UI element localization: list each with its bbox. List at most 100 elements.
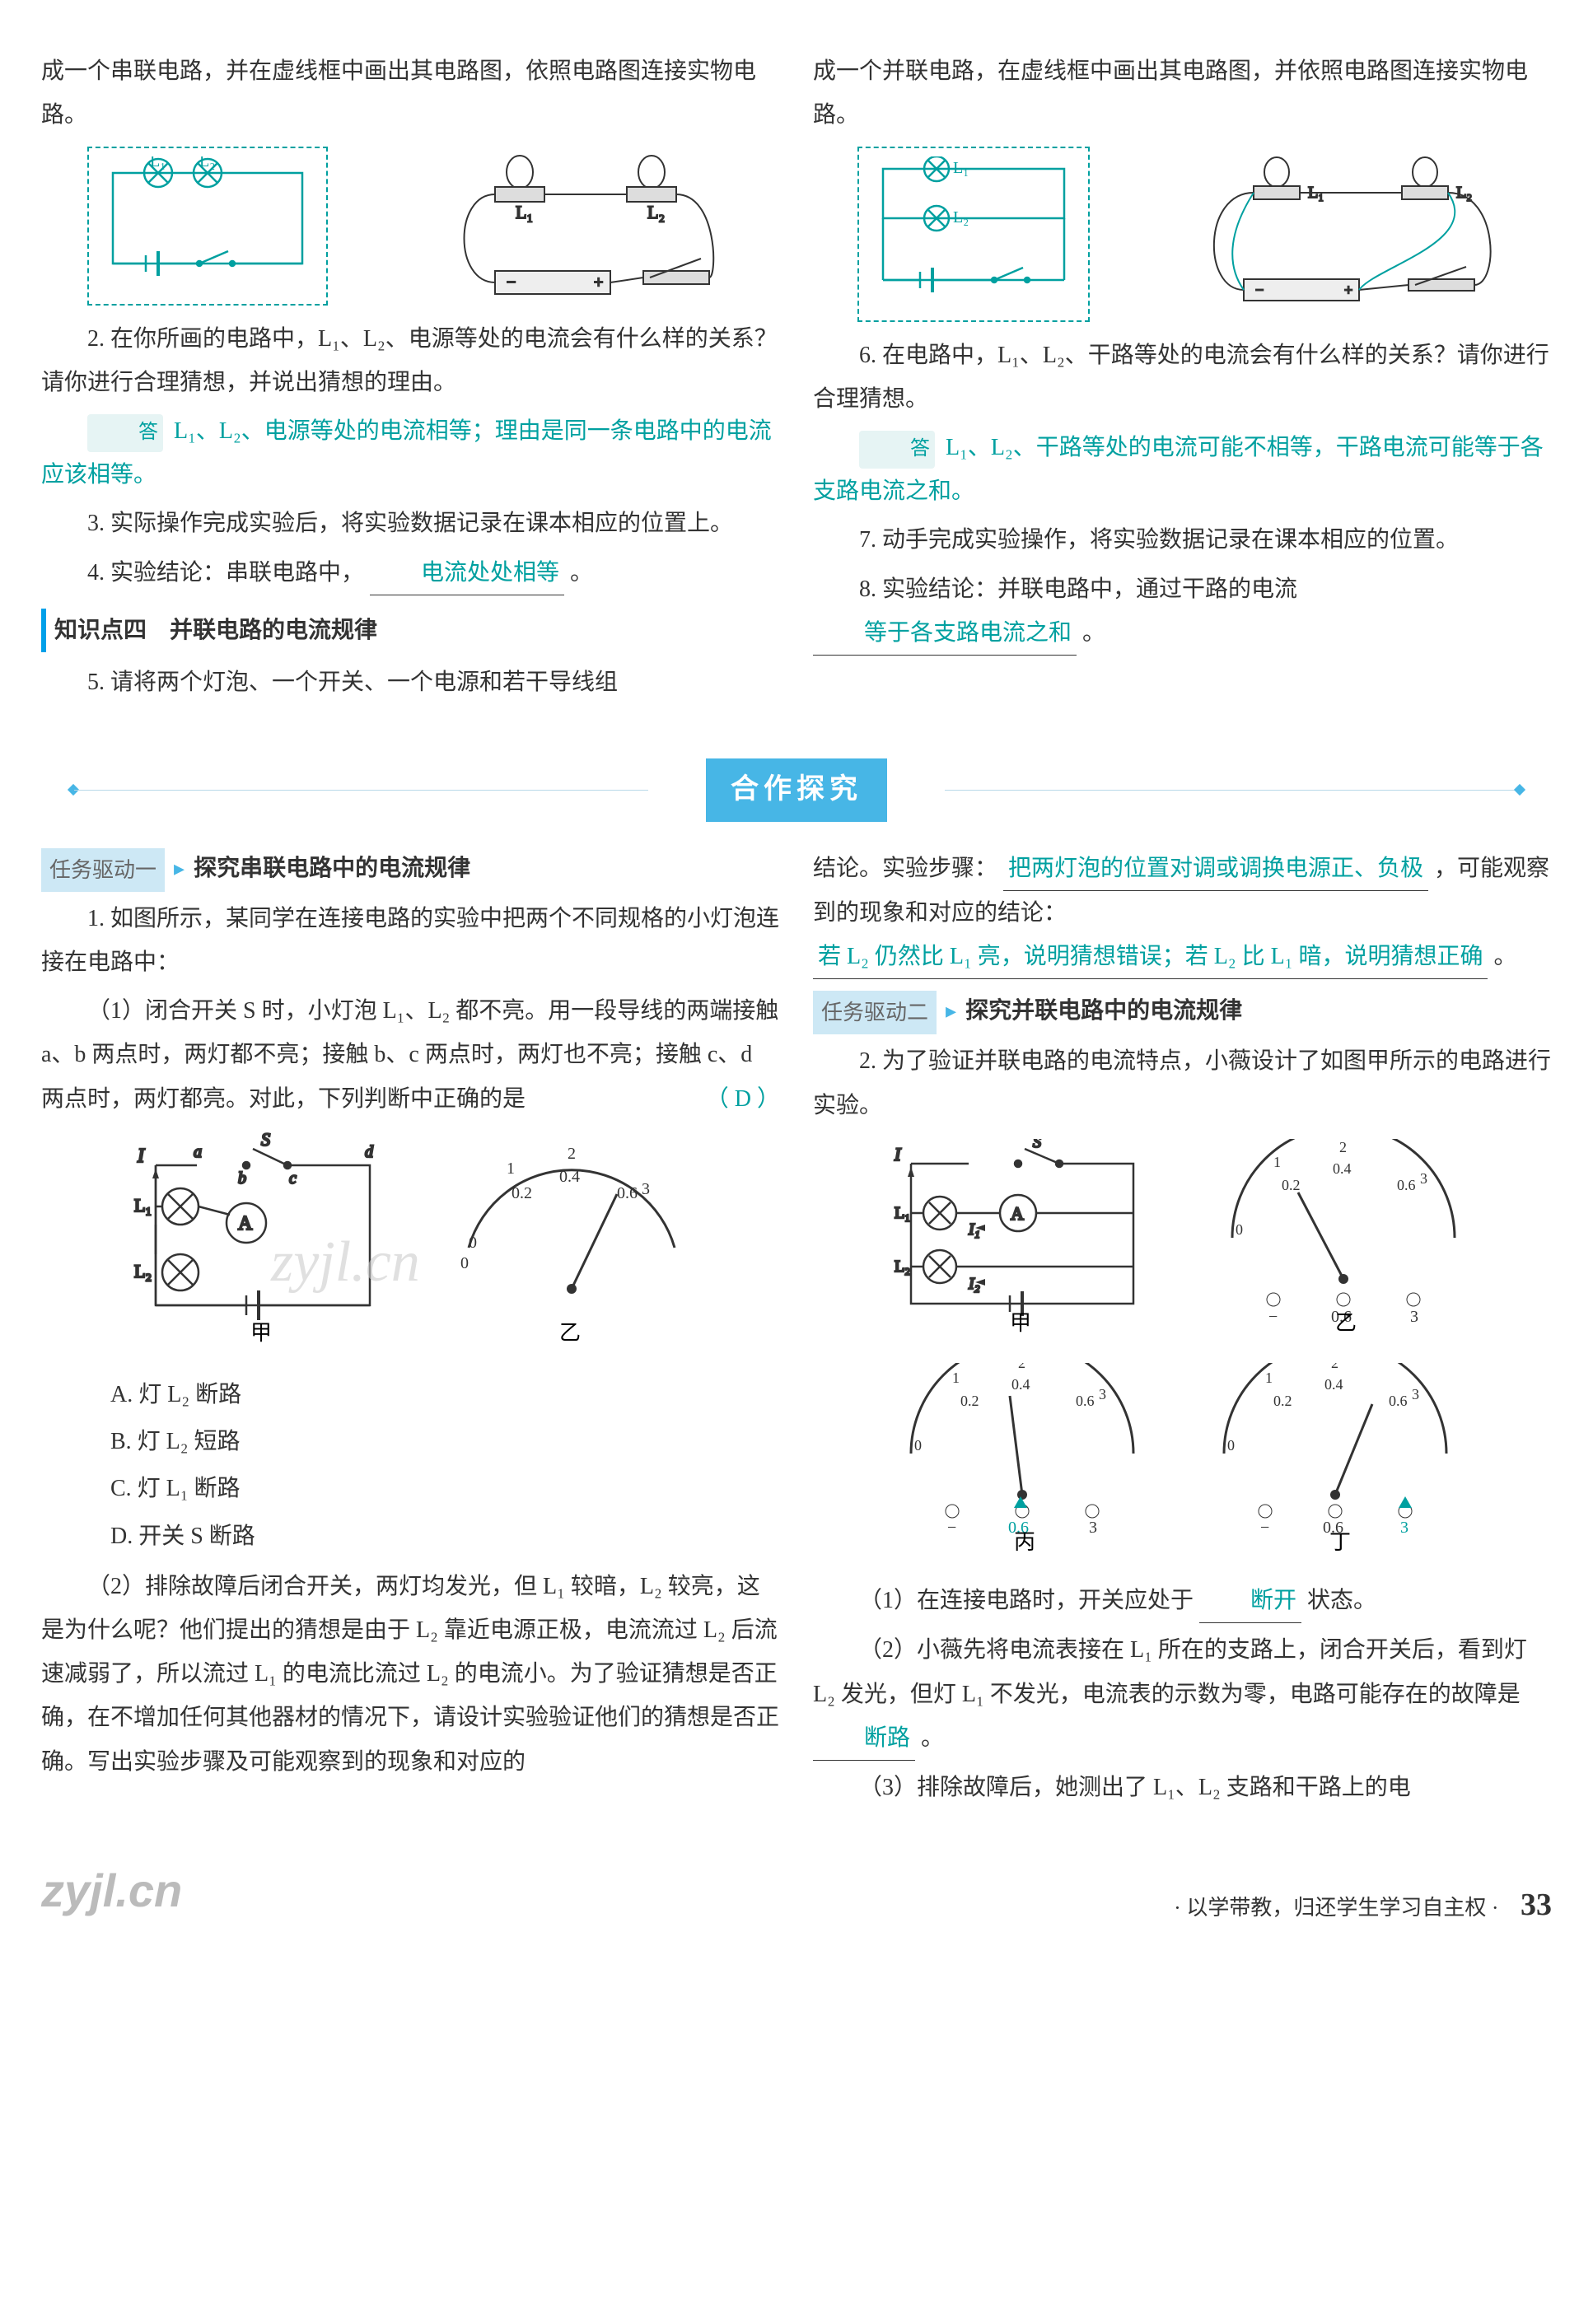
svg-text:丙: 丙 <box>1014 1530 1035 1552</box>
svg-text:+: + <box>1344 282 1352 298</box>
task-arrow-icon: ▸ <box>174 848 185 889</box>
bl-figure-row: S a b c d I L₁ A <box>41 1132 780 1361</box>
watermark: zyjl.cn <box>41 1847 182 1934</box>
opt-B: B. 灯 L₂ 短路 <box>110 1420 780 1463</box>
svg-text:3: 3 <box>1400 1519 1408 1537</box>
svg-text:A: A <box>238 1213 253 1234</box>
svg-text:A: A <box>1011 1203 1024 1224</box>
svg-text:0.4: 0.4 <box>559 1168 580 1186</box>
caption-jia: 甲 <box>250 1321 272 1345</box>
bl-sub1-answer: （ D ） <box>660 1077 780 1121</box>
task1-title: 探究串联电路中的电流规律 <box>194 856 470 881</box>
task2-header: 任务驱动二 ▸ 探究并联电路中的电流规律 <box>813 989 1552 1034</box>
banner-line-left <box>74 790 648 791</box>
svg-text:0: 0 <box>914 1437 922 1454</box>
banner-line-right <box>945 790 1519 791</box>
parallel-schematic-box: L₁ L₂ <box>857 147 1090 321</box>
svg-text:0.6: 0.6 <box>1397 1177 1416 1193</box>
br-sub1-fill: 断开 <box>1199 1579 1301 1623</box>
a2: 答 L₁、L₂、电源等处的电流相等；理由是同一条电路中的电流应该相等。 <box>41 409 780 497</box>
parallel-exp-top-svg: S I L₁ A I₁ L₂ <box>878 1139 1488 1337</box>
top-right-p1: 成一个并联电路，在虚线框中画出其电路图，并依照电路图连接实物电路。 <box>813 49 1552 137</box>
series-figures: L₁ L₂ L₁ L₂ −+ <box>41 147 780 305</box>
svg-text:−: − <box>1255 282 1264 298</box>
svg-text:L₂: L₂ <box>647 202 665 222</box>
top-left-p1: 成一个串联电路，并在虚线框中画出其电路图，依照电路图连接实物电路。 <box>41 49 780 137</box>
svg-text:I₁: I₁ <box>968 1220 980 1239</box>
br-sub2: （2）小薇先将电流表接在 L₁ 所在的支路上，闭合开关后，看到灯 L₂ 发光，但… <box>813 1628 1552 1761</box>
svg-text:乙: 乙 <box>1335 1311 1357 1335</box>
br-fig-bottom: 00.20.40.6 123 − 0.6 3 丙 <box>813 1363 1552 1567</box>
svg-text:3: 3 <box>642 1180 650 1198</box>
q6: 6. 在电路中，L₁、L₂、干路等处的电流会有什么样的关系？请你进行合理猜想。 <box>813 334 1552 421</box>
svg-text:b: b <box>238 1169 246 1188</box>
svg-text:2: 2 <box>1339 1139 1347 1155</box>
svg-text:0: 0 <box>469 1234 477 1252</box>
svg-text:1: 1 <box>952 1370 960 1386</box>
q8-fill: 等于各支路电流之和 <box>813 611 1077 656</box>
q4-fill: 电流处处相等 <box>370 551 564 595</box>
bl-q1: 1. 如图所示，某同学在连接电路的实验中把两个不同规格的小灯泡连接在电路中： <box>41 897 780 984</box>
parallel-exp-bottom-svg: 00.20.40.6 123 − 0.6 3 丙 <box>878 1363 1488 1552</box>
svg-text:0: 0 <box>1236 1221 1243 1238</box>
svg-text:−: − <box>1268 1308 1278 1326</box>
answer-badge: 答 <box>859 431 935 469</box>
q3: 3. 实际操作完成实验后，将实验数据记录在课本相应的位置上。 <box>41 502 780 545</box>
footer-right: · 以学带教，归还学生学习自主权 · 33 <box>1174 1875 1552 1934</box>
svg-text:3: 3 <box>1412 1386 1419 1402</box>
svg-text:1: 1 <box>1273 1154 1281 1170</box>
br-cont-f2: 若 L₂ 仍然比 L₁ 亮，说明猜想错误；若 L₂ 比 L₁ 暗，说明猜想正确 <box>813 935 1488 979</box>
series-schematic-svg: L₁ L₂ <box>100 156 315 280</box>
svg-text:0.2: 0.2 <box>1273 1393 1292 1409</box>
svg-text:I: I <box>137 1146 145 1167</box>
label-L2: L₂ <box>199 156 215 170</box>
banner-title: 合作探究 <box>706 758 887 822</box>
page-footer: zyjl.cn · 以学带教，归还学生学习自主权 · 33 <box>41 1847 1552 1934</box>
svg-text:L₁: L₁ <box>134 1195 152 1216</box>
task-arrow-icon: ▸ <box>946 991 956 1031</box>
svg-text:0.4: 0.4 <box>1011 1376 1030 1393</box>
task2-tag: 任务驱动二 <box>813 991 937 1034</box>
answer-badge: 答 <box>87 414 163 452</box>
svg-text:3: 3 <box>1099 1386 1106 1402</box>
svg-text:0.2: 0.2 <box>512 1184 532 1202</box>
q2: 2. 在你所画的电路中，L₁、L₂、电源等处的电流会有什么样的关系？请你进行合理… <box>41 317 780 404</box>
svg-text:甲: 甲 <box>1010 1311 1031 1335</box>
svg-text:丁: 丁 <box>1329 1530 1351 1552</box>
top-section: 成一个串联电路，并在虚线框中画出其电路图，依照电路图连接实物电路。 <box>41 49 1552 709</box>
bottom-section: 任务驱动一 ▸ 探究串联电路中的电流规律 1. 如图所示，某同学在连接电路的实验… <box>41 847 1552 1815</box>
br-sub1: （1）在连接电路时，开关应处于 断开 状态。 <box>813 1579 1552 1623</box>
svg-text:0: 0 <box>1227 1437 1235 1454</box>
parallel-physical-svg: L₁L₂ −+ <box>1194 152 1507 316</box>
svg-text:a: a <box>194 1143 202 1161</box>
svg-text:0.2: 0.2 <box>1282 1177 1301 1193</box>
task2-title: 探究并联电路中的电流规律 <box>965 998 1242 1024</box>
series-exp-svg: S a b c d I L₁ A <box>123 1132 699 1346</box>
svg-text:0.6: 0.6 <box>1076 1393 1095 1409</box>
svg-text:L₁: L₁ <box>516 202 533 222</box>
svg-text:0.2: 0.2 <box>960 1393 979 1409</box>
banner-dot-right <box>1514 784 1525 796</box>
svg-text:L₂: L₂ <box>953 208 969 226</box>
br-cont-pre: 结论。实验步骤： <box>813 856 997 881</box>
top-right-col: 成一个并联电路，在虚线框中画出其电路图，并依照电路图连接实物电路。 <box>813 49 1552 709</box>
svg-text:c: c <box>289 1169 297 1188</box>
bl-sub2: （2）排除故障后闭合开关，两灯均发光，但 L₁ 较暗，L₂ 较亮，这是为什么呢？… <box>41 1565 780 1784</box>
opt-D: D. 开关 S 断路 <box>110 1514 780 1558</box>
q8-pre: 8. 实验结论：并联电路中，通过干路的电流 <box>859 576 1297 602</box>
opt-C: C. 灯 L₁ 断路 <box>110 1467 780 1510</box>
svg-text:3: 3 <box>1420 1170 1427 1187</box>
section-banner: 合作探究 <box>41 758 1552 822</box>
svg-text:d: d <box>365 1143 374 1161</box>
br-fig-top: S I L₁ A I₁ L₂ <box>813 1139 1552 1351</box>
svg-text:0.6: 0.6 <box>1389 1393 1408 1409</box>
parallel-figures: L₁ L₂ L₁ L₂ − + <box>813 147 1552 321</box>
svg-text:L₁: L₁ <box>953 159 969 177</box>
svg-text:I₂: I₂ <box>968 1275 980 1293</box>
svg-text:2: 2 <box>1331 1363 1338 1371</box>
bottom-left-col: 任务驱动一 ▸ 探究串联电路中的电流规律 1. 如图所示，某同学在连接电路的实验… <box>41 847 780 1815</box>
svg-text:0.6: 0.6 <box>617 1184 638 1202</box>
task1-tag: 任务驱动一 <box>41 848 165 892</box>
svg-text:−: − <box>507 273 516 292</box>
br-sub1-pre: （1）在连接电路时，开关应处于 <box>859 1588 1194 1613</box>
